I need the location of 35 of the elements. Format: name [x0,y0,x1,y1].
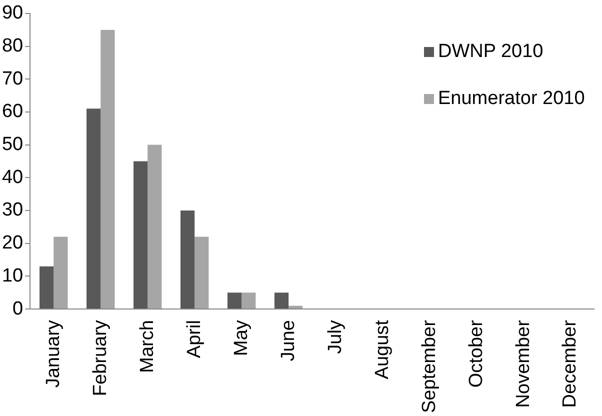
bar [40,266,54,309]
x-tick-label: May [230,320,252,356]
x-tick-label: September [418,319,440,414]
y-tick-label: 60 [2,101,24,122]
bar [242,292,256,309]
bar [148,144,162,309]
legend-label: DWNP 2010 [438,40,544,63]
x-tick-label: January [42,320,64,388]
bar [100,30,115,309]
x-tick-label: March [136,320,158,373]
x-tick-label: April [184,320,205,358]
bar [54,236,68,309]
x-tick-label: December [560,319,581,408]
y-tick-label: 70 [2,68,24,90]
y-tick-label: 30 [2,200,24,221]
x-tick-label: June [278,320,299,362]
y-tick-label: 90 [2,2,24,24]
bar [274,292,289,309]
bar [86,108,101,309]
x-tick-label: October [466,319,487,388]
x-tick-label: February [90,320,111,396]
y-tick-label: 80 [2,35,24,56]
bar [134,161,148,309]
x-tick-label: November [512,319,534,408]
bar [180,210,195,309]
y-tick-label: 20 [2,232,24,254]
legend-label: Enumerator 2010 [438,87,585,110]
bar [227,292,242,309]
y-tick-label: 50 [2,134,24,156]
bar [194,236,209,309]
y-tick-label: 0 [12,298,24,320]
y-tick-label: 40 [2,166,24,188]
x-tick-label: July [324,320,346,354]
x-tick-label: August [372,319,393,380]
y-tick-label: 10 [2,265,24,286]
